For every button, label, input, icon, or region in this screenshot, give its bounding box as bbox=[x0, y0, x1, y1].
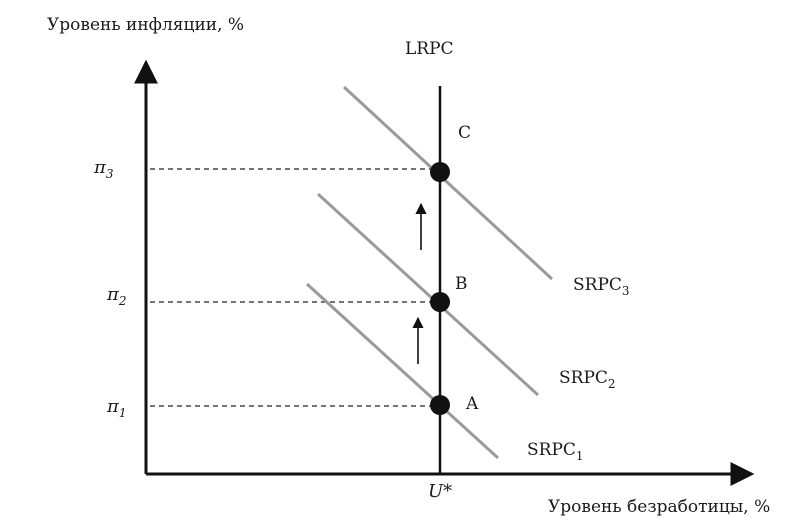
srpc1-label: SRPC1 bbox=[527, 440, 584, 463]
srpc3-label: SRPC3 bbox=[573, 275, 630, 298]
u-star-label: U* bbox=[428, 481, 452, 502]
pi1-label: π1 bbox=[106, 396, 126, 420]
pi2-label: π2 bbox=[106, 284, 126, 308]
srpc2-label: SRPC2 bbox=[559, 368, 616, 391]
pi3-label: π3 bbox=[93, 157, 114, 181]
lrpc-label: LRPC bbox=[405, 39, 454, 59]
srpc2-curve bbox=[316, 192, 540, 397]
x-axis-label: Уровень безработицы, % bbox=[548, 497, 770, 517]
point-b-marker bbox=[430, 292, 450, 312]
point-b-label: B bbox=[455, 274, 468, 294]
point-c-marker bbox=[430, 162, 450, 182]
point-a-label: A bbox=[465, 394, 479, 414]
srpc3-curve bbox=[342, 85, 554, 281]
point-c-label: C bbox=[458, 123, 471, 143]
y-axis-label: Уровень инфляции, % bbox=[47, 15, 244, 35]
point-a-marker bbox=[430, 395, 450, 415]
srpc1-curve bbox=[305, 282, 500, 460]
